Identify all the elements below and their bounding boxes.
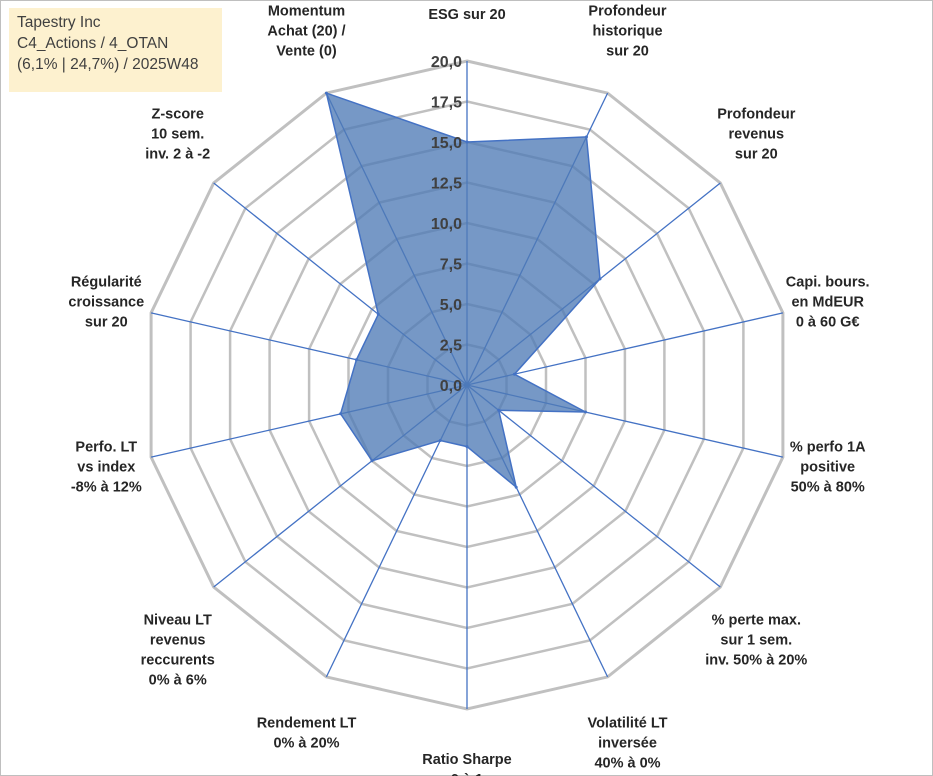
data-point <box>438 439 442 442</box>
data-point <box>465 445 469 449</box>
data-point <box>585 135 588 139</box>
stats-label: (6,1% | 24,7%) / 2025W48 <box>17 56 199 73</box>
axis-label: Ratio Sharpe 0 à 1 <box>422 752 511 776</box>
axis-label: % perte max. sur 1 sem. inv. 50% à 20% <box>705 613 807 669</box>
data-point <box>465 140 469 144</box>
axis-label-line: -8% à 12% <box>71 479 142 495</box>
axis-label: Profondeur historique sur 20 <box>588 4 666 60</box>
data-point <box>324 91 328 95</box>
axis-label-line: % perfo 1A <box>790 439 866 455</box>
axis-label: Régularité croissance sur 20 <box>68 275 144 331</box>
axis-label: % perfo 1A positive 50% à 80% <box>790 439 866 495</box>
axis-label-line: 0% à 20% <box>273 735 339 751</box>
data-point <box>354 358 358 362</box>
data-point <box>376 312 380 316</box>
axis-label-line: 50% à 80% <box>791 479 865 495</box>
axis-label-line: 40% à 0% <box>594 755 660 771</box>
tick-label: 5,0 <box>440 297 462 314</box>
axis-label-line: sur 20 <box>606 44 649 60</box>
data-point <box>370 459 374 463</box>
axis-label-line: sur 20 <box>85 315 128 331</box>
tick-label: 10,0 <box>431 216 462 233</box>
company-name: Tapestry Inc <box>17 14 101 31</box>
axis-label: Note ESG sur 20 <box>428 0 505 23</box>
axis-label-line: inv. 2 à -2 <box>145 146 210 162</box>
axis-label-line: historique <box>592 24 662 40</box>
tick-label: 7,5 <box>440 257 462 274</box>
axis-label-line: croissance <box>68 295 144 311</box>
axis-label-line: en MdEUR <box>791 295 864 311</box>
data-point <box>339 412 343 416</box>
info-box: Tapestry Inc C4_Actions / 4_OTAN (6,1% |… <box>9 8 222 92</box>
axis-label-line: Profondeur <box>588 4 666 20</box>
axis-label-line: Perfo. LT <box>75 439 137 455</box>
axis-label: Perfo. LT vs index -8% à 12% <box>71 439 142 495</box>
axis-label-line: Capi. bours. <box>786 275 870 291</box>
tick-label: 2,5 <box>440 338 462 355</box>
axis-label-line: revenus <box>150 633 206 649</box>
radar-spoke <box>466 384 721 588</box>
radar-series <box>324 91 602 490</box>
axis-label: Volatilité LT inversée 40% à 0% <box>587 715 667 771</box>
tick-label: 15,0 <box>431 135 462 152</box>
axis-label-line: 0 à 60 G€ <box>796 315 860 331</box>
axis-label: Profondeur revenus sur 20 <box>717 106 795 162</box>
data-point <box>497 408 501 412</box>
category-label: C4_Actions / 4_OTAN <box>17 35 169 52</box>
axis-label-line: 10 sem. <box>151 126 204 142</box>
axis-label-line: sur 1 sem. <box>720 633 792 649</box>
axis-label: Capi. bours. en MdEUR 0 à 60 G€ <box>786 275 870 331</box>
axis-labels: Note ESG sur 20 Profondeur historique sur 20… <box>68 0 869 776</box>
tick-label: 20,0 <box>431 54 462 71</box>
axis-label-line: Niveau LT <box>144 613 212 629</box>
axis-label-line: vs index <box>77 459 135 475</box>
axis-label-line: Note <box>451 0 483 3</box>
axis-label-line: Z-score <box>152 106 204 122</box>
axis-label-line: Momentum <box>268 4 345 20</box>
series-area <box>325 91 601 490</box>
axis-label-line: Achat (20) / <box>267 24 345 40</box>
tick-label: 0,0 <box>440 378 462 395</box>
radar-spoke <box>466 312 784 386</box>
axis-label-line: ESG sur 20 <box>428 7 505 23</box>
data-point <box>512 372 516 376</box>
axis-label-line: Régularité <box>71 275 142 291</box>
axis-label: Niveau LT revenus reccurents 0% à 6% <box>141 613 215 689</box>
axis-label-line: Rendement LT <box>257 715 357 731</box>
axis-label-line: reccurents <box>141 653 215 669</box>
axis-label-line: Profondeur <box>717 106 795 122</box>
tick-label: 12,5 <box>431 176 462 193</box>
axis-label-line: sur 20 <box>735 146 778 162</box>
radial-tick-labels: 0,0 2,5 5,0 7,5 10,0 12,5 15,0 17,5 20,0 <box>431 54 462 395</box>
axis-label-line: Ratio Sharpe <box>422 752 511 768</box>
axis-label: Rendement LT 0% à 20% <box>257 715 357 751</box>
axis-label-line: Vente (0) <box>276 44 337 60</box>
axis-label: Momentum Achat (20) / Vente (0) <box>267 4 345 60</box>
axis-label-line: Volatilité LT <box>587 715 667 731</box>
tick-label: 17,5 <box>431 95 462 112</box>
axis-label-line: positive <box>800 459 855 475</box>
axis-label-line: % perte max. <box>712 613 801 629</box>
axis-label-line: 0% à 6% <box>149 673 207 689</box>
data-point <box>514 485 518 489</box>
axis-label-line: 0 à 1 <box>451 772 483 776</box>
data-point <box>584 410 587 414</box>
axis-label: Z-score 10 sem. inv. 2 à -2 <box>145 106 210 162</box>
axis-label-line: inv. 50% à 20% <box>705 653 807 669</box>
axis-label-line: revenus <box>728 126 784 142</box>
axis-label-line: inversée <box>598 735 657 751</box>
data-point <box>598 277 602 281</box>
